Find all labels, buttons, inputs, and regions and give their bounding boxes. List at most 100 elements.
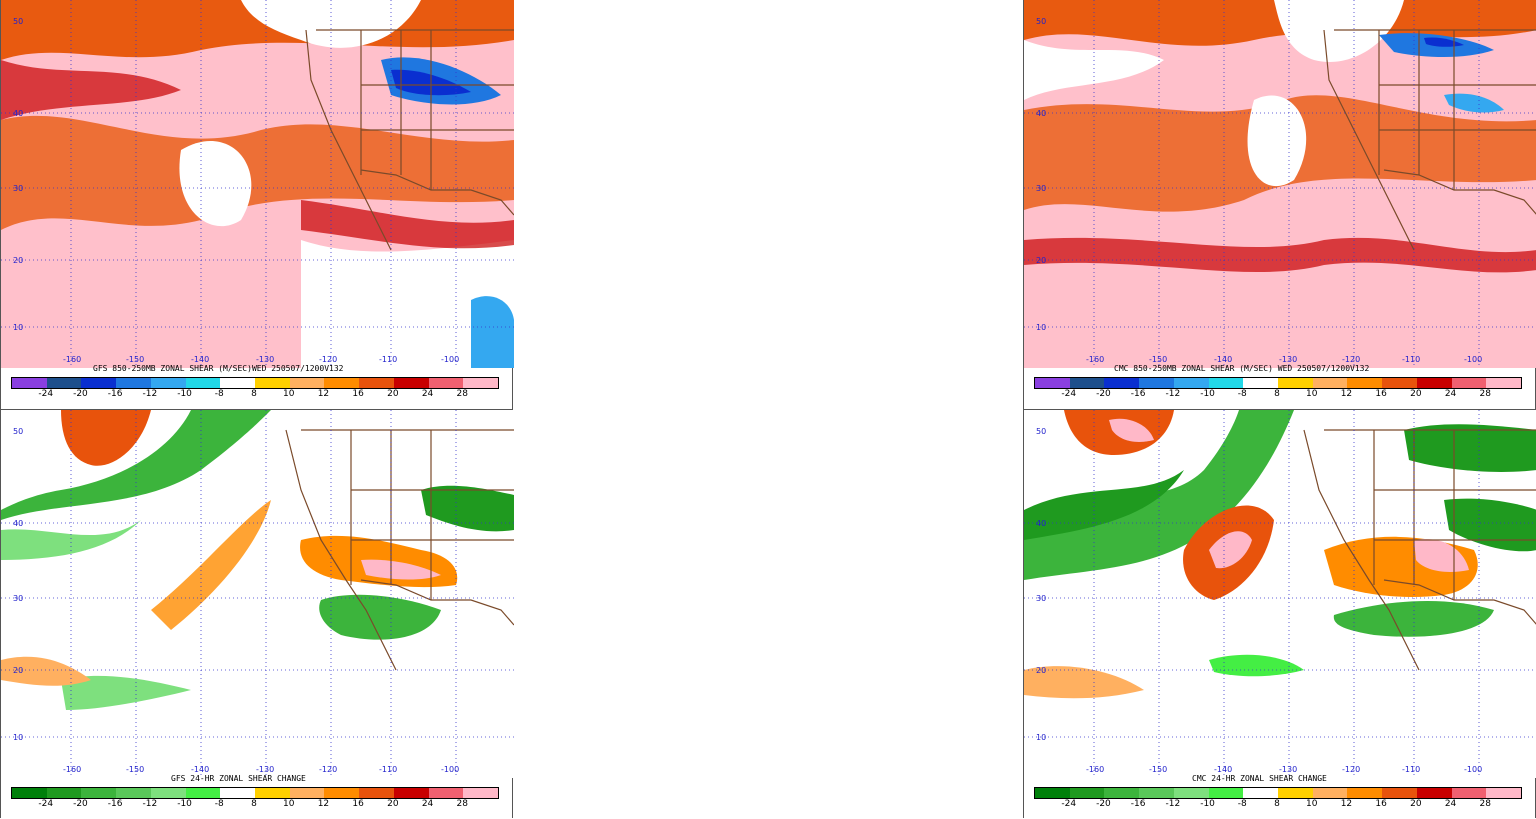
lon-label: -160 [63,765,81,774]
colorbar-tick-label: 8 [1274,799,1280,809]
gfs-shear-panel: 50 40 30 20 10 -160 -150 -140 -130 -120 … [0,0,514,409]
lon-label: -140 [191,765,209,774]
colorbar-tick-label: -8 [1237,389,1247,399]
colorbar-swatch [1173,788,1209,798]
colorbar-swatch [12,788,47,798]
lon-label: -100 [1464,765,1482,774]
colorbar-swatch [185,378,221,388]
colorbar-swatch [1451,378,1487,388]
lat-label: 10 [13,323,23,332]
colorbar-swatch [428,378,464,388]
colorbar-tick-label: 24 [1444,799,1457,809]
colorbar-swatch [1278,788,1313,798]
colorbar-swatch [81,378,117,388]
colorbar-swatch [463,378,499,388]
colorbar-tick-label: 16 [1375,799,1387,809]
lat-label: 30 [1036,594,1046,603]
panel-title: CMC 850-250MB ZONAL SHEAR (M/SEC) WED 25… [1114,364,1370,373]
colorbar-tick-label: -12 [1165,389,1181,399]
lon-label: -100 [1464,355,1482,364]
lat-label: 40 [13,519,23,528]
colorbar-tick-label: 10 [282,389,295,399]
colorbar [11,787,499,799]
colorbar-swatch [46,378,82,388]
lon-label: -150 [126,355,144,364]
colorbar-tick-label: -24 [1061,799,1077,809]
colorbar-tick-label: 24 [421,799,434,809]
panel-title: CMC 24-HR ZONAL SHEAR CHANGE [1192,774,1327,783]
colorbar-tick-label: 20 [387,389,399,399]
colorbar-tick-label: -20 [73,799,88,809]
colorbar-swatch [46,788,82,798]
colorbar-swatch [116,378,151,388]
colorbar-tick-label: 20 [1410,389,1422,399]
lon-label: -150 [1149,765,1167,774]
colorbar-swatch [1347,378,1383,388]
colorbar-swatch [1069,788,1105,798]
colorbar-swatch [1416,378,1452,388]
lon-label: -120 [1342,355,1360,364]
cmc-change-panel: 50 40 30 20 10 -160 -150 -140 -130 -120 … [1023,409,1536,818]
colorbar-tick-label: -12 [1165,799,1181,809]
lat-label: 10 [13,733,23,742]
colorbar-tick-label: 10 [1305,799,1318,809]
colorbar-swatch [150,788,186,798]
colorbar-swatch [1382,378,1417,388]
colorbar-tick-label: -24 [38,799,54,809]
colorbar-swatch [1382,788,1417,798]
colorbar-swatch [1486,788,1522,798]
colorbar-tick-label: 16 [352,799,364,809]
colorbar-swatch [255,788,290,798]
lat-label: 30 [1036,184,1046,193]
colorbar-swatch [255,378,290,388]
colorbar [1034,377,1522,389]
colorbar-tick-label: -8 [214,799,224,809]
lat-label: 30 [13,594,23,603]
colorbar-swatch [359,378,394,388]
lon-label: -130 [1279,355,1297,364]
colorbar-swatch [1139,378,1174,388]
colorbar-tick-label: -10 [1200,799,1215,809]
colorbar-swatch [463,788,499,798]
colorbar-swatch [324,378,360,388]
lat-label: 30 [13,184,23,193]
colorbar-tick-label: 28 [456,389,469,399]
colorbar-tick-label: -8 [214,389,224,399]
colorbar-tick-label: -20 [73,389,88,399]
lon-label: -140 [191,355,209,364]
colorbar [11,377,499,389]
colorbar-tick-label: 12 [317,389,330,399]
colorbar-tick-label: -10 [177,799,192,809]
lat-label: 20 [1036,256,1046,265]
colorbar-tick-label: 24 [421,389,434,399]
colorbar-swatch [1208,788,1244,798]
colorbar-tick-label: 24 [1444,389,1457,399]
colorbar-swatch [1035,378,1070,388]
colorbar-swatch [81,788,117,798]
colorbar-swatch [393,788,429,798]
lon-label: -130 [1279,765,1297,774]
colorbar-tick-label: -10 [177,389,192,399]
lon-label: -150 [126,765,144,774]
lat-label: 50 [1036,17,1046,26]
lon-label: -160 [1086,355,1104,364]
colorbar-tick-label: -24 [38,389,54,399]
colorbar-tick-label: -16 [107,389,123,399]
cmc-change-map: 50 40 30 20 10 -160 -150 -140 -130 -120 … [1024,410,1536,778]
lon-label: -110 [1402,355,1420,364]
lon-label: -110 [379,355,397,364]
colorbar-tick-label: 16 [352,389,364,399]
colorbar-swatch [1312,788,1348,798]
colorbar-swatch [1069,378,1105,388]
lon-label: -160 [1086,765,1104,774]
lat-label: 20 [13,666,23,675]
colorbar-tick-label: 20 [387,799,399,809]
colorbar-swatch [116,788,151,798]
colorbar-tick-label: -24 [1061,389,1077,399]
colorbar-tick-label: -16 [107,799,123,809]
colorbar-swatch [1486,378,1522,388]
colorbar-swatch [1035,788,1070,798]
lat-label: 50 [1036,427,1046,436]
colorbar-tick-label: 8 [251,389,257,399]
colorbar [1034,787,1522,799]
